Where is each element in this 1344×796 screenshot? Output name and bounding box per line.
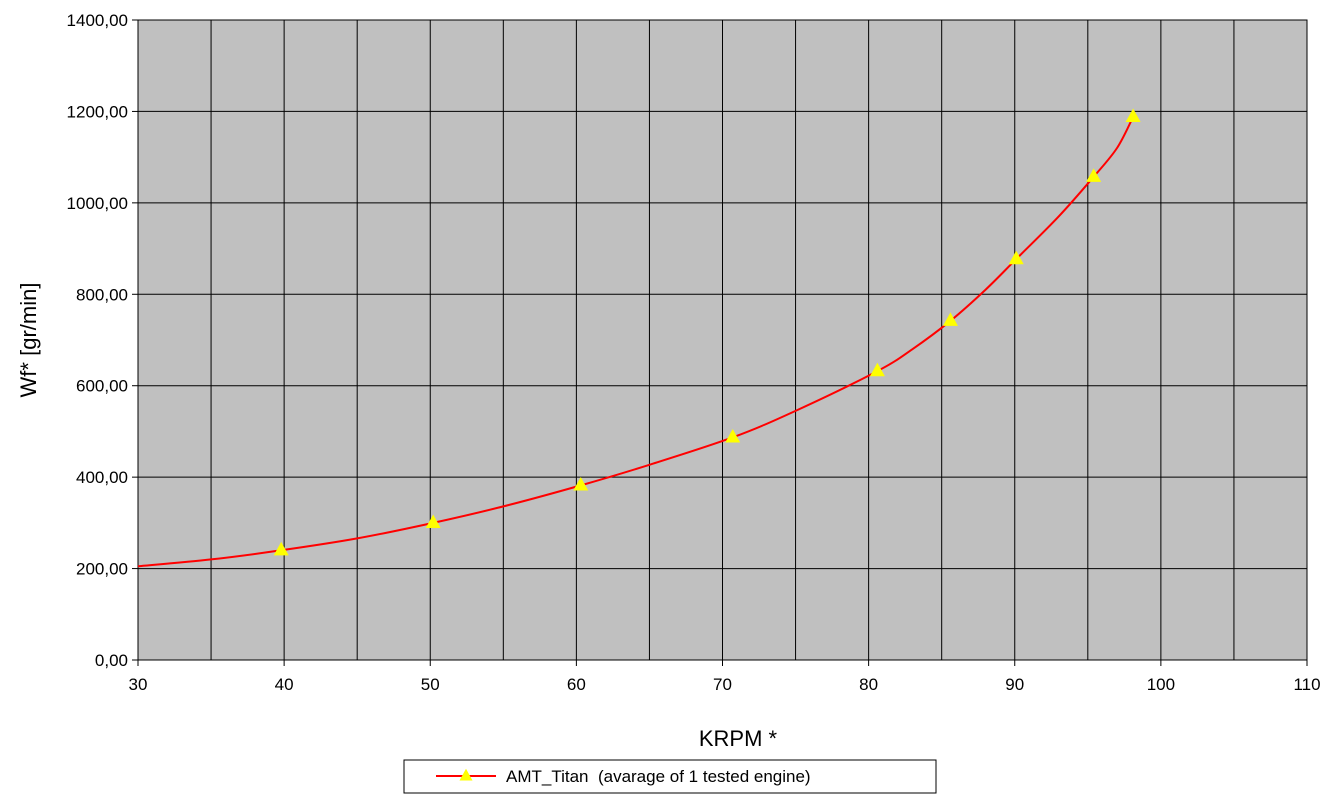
x-tick-label: 60 (567, 675, 586, 694)
x-tick-label: 80 (859, 675, 878, 694)
data-point-marker (1008, 250, 1024, 265)
x-axis-ticks: 30 40 50 60 70 80 90 100 110 (129, 660, 1321, 694)
data-point-marker (869, 362, 885, 377)
y-axis-ticks: 0,00 200,00 400,00 600,00 800,00 1000,00 1200,… (67, 11, 138, 670)
x-tick-label: 90 (1005, 675, 1024, 694)
data-point-marker (1125, 108, 1141, 123)
y-tick-label: 400,00 (76, 468, 128, 487)
x-tick-label: 70 (713, 675, 732, 694)
data-point-marker (725, 429, 741, 443)
data-point-marker (573, 477, 589, 491)
y-tick-label: 0,00 (95, 651, 128, 670)
y-tick-label: 800,00 (76, 285, 128, 304)
legend-marker-icon (459, 768, 473, 781)
y-tick-label: 200,00 (76, 560, 128, 579)
x-tick-label: 110 (1293, 675, 1320, 694)
y-tick-label: 600,00 (76, 377, 128, 396)
x-tick-label: 50 (421, 675, 440, 694)
y-tick-label: 1000,00 (67, 194, 128, 213)
data-point-marker (1086, 168, 1102, 182)
series-line (137, 116, 1134, 568)
y-tick-label: 1200,00 (67, 102, 128, 121)
legend-label: AMT_Titan (avarage of 1 tested engine) (506, 767, 811, 786)
data-point-marker (425, 514, 441, 528)
data-point-marker (273, 541, 289, 556)
series-layer (137, 108, 1141, 568)
x-tick-label: 30 (129, 675, 148, 694)
legend: AMT_Titan (avarage of 1 tested engine) (403, 759, 937, 794)
y-tick-label: 1400,00 (67, 11, 128, 30)
y-axis-title: Wf* [gr/min] (16, 283, 41, 398)
x-axis-title: KRPM * (699, 726, 778, 751)
x-tick-label: 40 (275, 675, 294, 694)
data-point-marker (942, 312, 958, 326)
x-tick-label: 100 (1147, 675, 1175, 694)
